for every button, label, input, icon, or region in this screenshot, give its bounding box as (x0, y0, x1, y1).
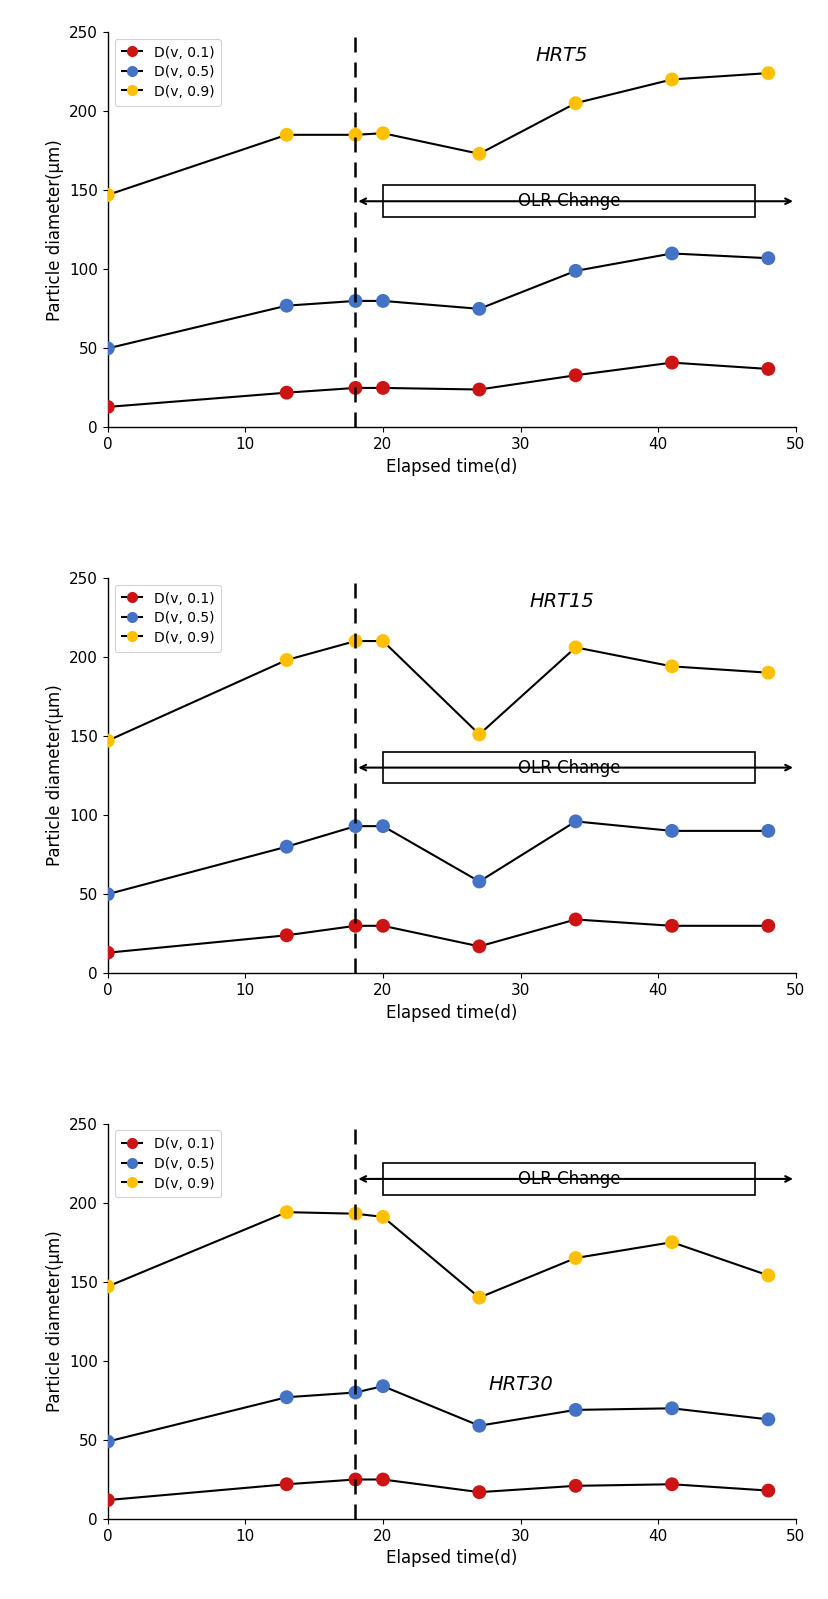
Point (665, 1396, 678, 1422)
Point (761, 357, 774, 382)
Point (761, 61, 774, 86)
Point (280, 648, 293, 673)
Point (761, 660, 774, 686)
Point (761, 1263, 774, 1289)
Point (349, 122, 362, 147)
Point (101, 728, 114, 753)
Point (349, 814, 362, 839)
Point (472, 868, 485, 894)
Point (472, 1284, 485, 1310)
Point (101, 1430, 114, 1455)
FancyBboxPatch shape (383, 185, 753, 217)
Legend: D(v, 0.1), D(v, 0.5), D(v, 0.9): D(v, 0.1), D(v, 0.5), D(v, 0.9) (114, 585, 221, 652)
Point (472, 934, 485, 959)
X-axis label: Elapsed time(d): Elapsed time(d) (386, 457, 517, 477)
Point (568, 363, 581, 389)
X-axis label: Elapsed time(d): Elapsed time(d) (386, 1549, 517, 1567)
Point (349, 1201, 362, 1226)
Point (280, 122, 293, 147)
Point (376, 814, 389, 839)
Point (761, 913, 774, 939)
Point (349, 1380, 362, 1406)
Text: HRT5: HRT5 (535, 46, 587, 66)
Point (280, 293, 293, 318)
Point (665, 913, 678, 939)
Point (472, 296, 485, 321)
FancyBboxPatch shape (383, 752, 753, 784)
Point (101, 1487, 114, 1513)
Point (280, 835, 293, 860)
Point (568, 907, 581, 932)
Point (101, 1274, 114, 1300)
Point (349, 628, 362, 654)
Point (568, 1246, 581, 1271)
Point (349, 288, 362, 313)
Legend: D(v, 0.1), D(v, 0.5), D(v, 0.9): D(v, 0.1), D(v, 0.5), D(v, 0.9) (114, 38, 221, 106)
Point (376, 1374, 389, 1399)
Point (472, 141, 485, 166)
Point (665, 1471, 678, 1497)
Point (280, 923, 293, 948)
Point (665, 654, 678, 680)
Point (472, 721, 485, 747)
Point (568, 1398, 581, 1423)
Point (376, 1466, 389, 1492)
Point (665, 1230, 678, 1255)
Legend: D(v, 0.1), D(v, 0.5), D(v, 0.9): D(v, 0.1), D(v, 0.5), D(v, 0.9) (114, 1130, 221, 1198)
Point (101, 881, 114, 907)
Point (376, 120, 389, 146)
Point (761, 1477, 774, 1503)
Point (376, 288, 389, 313)
Point (761, 1407, 774, 1433)
Point (568, 1473, 581, 1498)
Point (280, 1385, 293, 1410)
Point (472, 377, 485, 403)
Text: HRT15: HRT15 (529, 592, 594, 611)
Point (472, 1479, 485, 1505)
Point (761, 245, 774, 270)
X-axis label: Elapsed time(d): Elapsed time(d) (386, 1004, 517, 1022)
Point (376, 628, 389, 654)
Point (568, 257, 581, 283)
Y-axis label: Particle diameter(μm): Particle diameter(μm) (46, 684, 64, 867)
Point (280, 1471, 293, 1497)
Point (376, 913, 389, 939)
Text: HRT30: HRT30 (488, 1375, 552, 1394)
Point (665, 819, 678, 844)
FancyBboxPatch shape (383, 1162, 753, 1194)
Point (568, 91, 581, 117)
Point (101, 393, 114, 419)
Point (376, 376, 389, 401)
Point (280, 1199, 293, 1225)
Point (761, 819, 774, 844)
Text: OLR Change: OLR Change (517, 758, 619, 777)
Point (349, 376, 362, 401)
Point (280, 381, 293, 406)
Point (101, 940, 114, 966)
Point (568, 635, 581, 660)
Y-axis label: Particle diameter(μm): Particle diameter(μm) (46, 139, 64, 321)
Text: OLR Change: OLR Change (517, 1170, 619, 1188)
Point (665, 67, 678, 93)
Point (101, 336, 114, 361)
Text: OLR Change: OLR Change (517, 192, 619, 209)
Point (349, 913, 362, 939)
Point (665, 350, 678, 376)
Point (472, 1414, 485, 1439)
Y-axis label: Particle diameter(μm): Particle diameter(μm) (46, 1230, 64, 1412)
Point (376, 1204, 389, 1230)
Point (665, 241, 678, 267)
Point (349, 1466, 362, 1492)
Point (101, 182, 114, 208)
Point (568, 809, 581, 835)
